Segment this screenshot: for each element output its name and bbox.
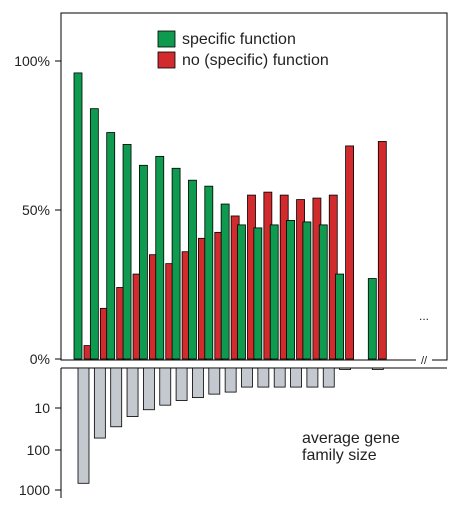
bar-specific-7 [171,167,181,360]
annotation-line-1: average gene [302,430,400,447]
bar-specific-19 [367,278,377,360]
bar-family-size-12 [257,367,270,388]
bar-specific-1 [73,72,83,360]
y-tick-label-0: 0% [30,351,50,367]
legend-swatch-specific [157,30,176,48]
bar-family-size-10 [224,367,237,393]
legend: specific function no (specific) function [157,30,329,69]
bar-family-size-6 [159,367,172,406]
bar-family-size-1 [77,367,90,484]
bar-family-size-13 [273,367,286,388]
annotation: average gene family size [302,430,400,464]
bar-specific-4 [122,144,132,360]
bar-family-size-2 [93,367,106,439]
axis-break-gap [416,352,432,366]
bottom-bars [77,367,384,484]
bar-family-size-4 [126,367,139,417]
top-bars [73,72,387,360]
top-plot-frame [60,12,448,361]
bar-family-size-15 [306,367,319,388]
bar-specific-13 [269,224,279,360]
bar-family-size-7 [175,367,188,401]
axis-break-label: // [421,355,428,367]
bar-family-size-3 [110,367,123,428]
bar-specific-10 [220,203,230,360]
bar-specific-11 [237,224,246,360]
legend-label-no-function: no (specific) function [182,52,329,69]
bar-specific-2 [89,108,99,360]
bar-family-size-14 [290,367,302,388]
bar-specific-3 [106,132,116,360]
bar-no-function-19 [377,141,387,360]
top-y-axis: 0% 50% 100% [14,53,61,367]
bottom-y-axis-ticks: 10 100 1000 [19,400,61,498]
ellipsis-label: ... [419,309,429,323]
bar-family-size-17 [339,367,352,370]
bar-specific-12 [253,227,263,360]
bar-family-size-5 [142,367,155,411]
bar-specific-5 [138,164,148,360]
bar-family-size-9 [208,367,221,395]
bar-family-size-19 [371,367,384,370]
bottom-y-tick-label-10: 10 [34,400,50,416]
bar-family-size-8 [192,367,204,399]
bottom-y-tick-label-1000: 1000 [19,482,50,498]
bar-specific-14 [286,220,295,360]
legend-swatch-no-function [157,51,176,69]
bar-family-size-11 [241,367,253,388]
y-tick-label-100: 100% [14,53,50,69]
annotation-line-2: family size [302,447,377,464]
bar-specific-17 [335,273,345,360]
legend-label-specific: specific function [182,31,296,48]
bar-specific-6 [155,155,165,360]
bar-specific-16 [318,224,328,360]
bar-no-function-17 [345,145,355,360]
y-tick-label-50: 50% [22,202,50,218]
bar-specific-8 [188,179,197,360]
bar-specific-9 [204,185,214,360]
bar-family-size-16 [322,367,335,388]
bar-specific-15 [302,221,312,360]
bottom-y-tick-label-100: 100 [27,442,51,458]
